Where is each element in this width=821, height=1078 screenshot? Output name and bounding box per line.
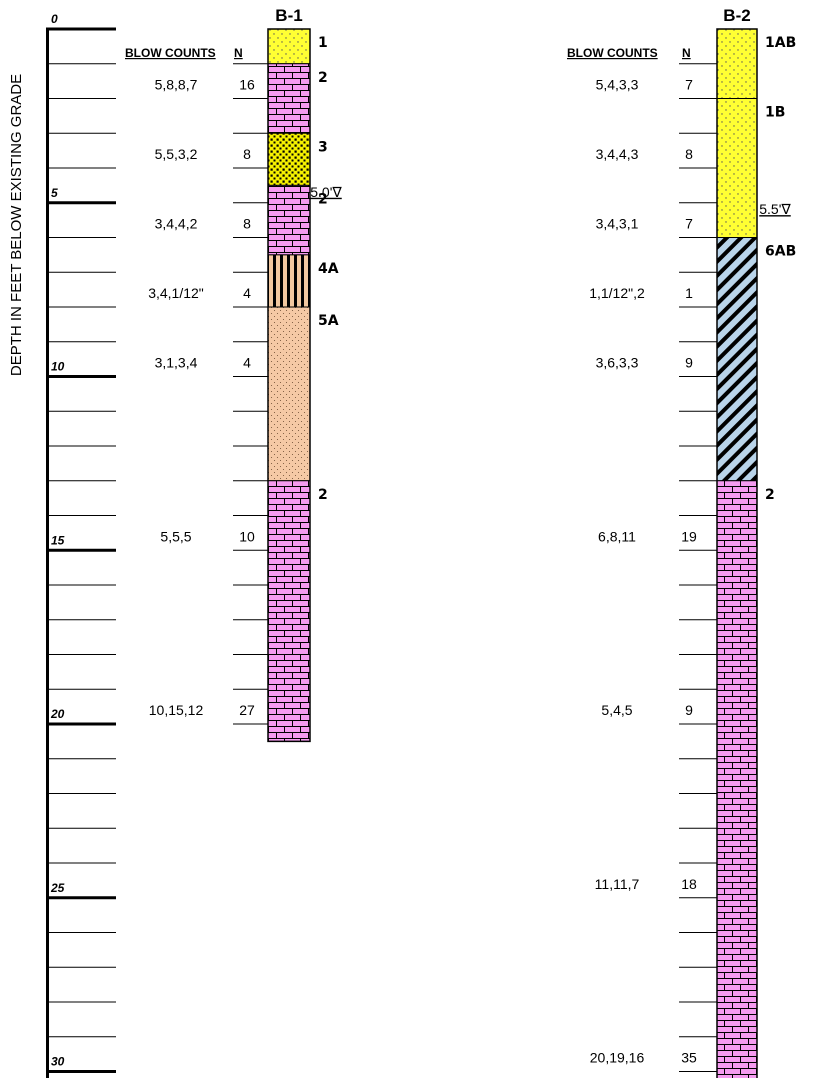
soil-layer-2 [267,480,311,742]
n-value: 4 [243,355,251,371]
n-value: 19 [681,528,697,544]
blow-counts-header-b2: BLOW COUNTS [567,46,658,60]
layer-label: 1AB [765,35,796,51]
n-value: 16 [239,77,255,93]
soil-layer-5a [267,306,311,482]
depth-label: 15 [51,533,65,547]
layer-label: 2 [318,70,328,86]
blow-count-value: 3,4,3,1 [596,216,639,232]
soil-layer-2 [716,480,758,1078]
soil-layer-2 [267,184,311,256]
n-value: 7 [685,216,693,232]
borehole-b2: B-2 1AB 1B 6AB 2 5,4,3,3 7 3,4,4,3 8 3,4,3,1 7 1,1/… [589,6,796,1078]
blow-count-value: 10,15,12 [149,702,204,718]
depth-label: 10 [51,360,65,374]
layer-label: 4A [318,261,339,277]
blow-count-value: 11,11,7 [595,876,640,892]
blow-count-value: 5,5,5 [160,528,191,544]
depth-label: 25 [50,881,65,895]
blow-count-value: 20,19,16 [590,1050,645,1066]
layer-label: 2 [765,487,775,503]
water-level-label: 5.5'∇ [759,201,791,217]
soil-layer-4a [267,254,311,308]
blow-counts-header: BLOW COUNTS [125,46,216,60]
blow-count-value: 5,8,8,7 [155,77,198,93]
n-value: 4 [243,285,251,301]
borehole-title: B-2 [723,6,750,25]
blow-count-value: 5,4,5 [601,702,632,718]
n-value: 9 [685,702,693,718]
n-value: 8 [243,146,251,162]
n-value: 27 [239,702,255,718]
layer-label: 6AB [765,244,796,260]
blow-count-value: 5,5,3,2 [155,146,198,162]
layer-label: 2 [318,191,328,207]
layer-label: 5A [318,313,339,329]
blow-count-value: 3,1,3,4 [155,355,198,371]
blow-count-value: 3,6,3,3 [596,355,639,371]
n-value: 18 [681,876,697,892]
borehole-column [716,28,758,1078]
depth-scale [46,27,116,1073]
n-value: 7 [685,77,693,93]
n-value: 10 [239,528,255,544]
n-value: 8 [243,216,251,232]
soil-layer-1 [267,28,311,65]
n-value: 8 [685,146,693,162]
n-value: 1 [685,285,693,301]
blow-count-value: 5,4,3,3 [596,77,639,93]
blow-count-value: 6,8,11 [598,528,636,544]
depth-label: 0 [51,12,58,26]
depth-label: 20 [50,707,65,721]
n-value: 9 [685,355,693,371]
depth-axis-title: DEPTH IN FEET BELOW EXISTING GRADE [8,74,25,376]
soil-layer-3 [267,132,311,186]
soil-layer-6ab [716,237,758,482]
blow-count-value: 3,4,4,3 [596,146,639,162]
blow-count-value: 1,1/12",2 [589,285,645,301]
soil-layer-1ab [716,28,758,99]
layer-label: 1B [765,105,785,121]
layer-label: 1 [318,35,328,51]
borehole-b1: B-1 1 2 3 2 4A 5A 2 5,8,8,7 16 5,5,3,2 8 3,4,4,2 8 3,4… [148,6,342,743]
borehole-column [267,28,311,743]
layer-label: 3 [318,139,328,155]
n-value: 35 [681,1050,697,1066]
soil-layer-2 [267,63,311,134]
depth-label: 30 [51,1055,65,1069]
depth-labels: 0 5 10 15 20 25 30 [50,12,65,1069]
blow-count-value: 3,4,1/12" [148,285,204,301]
layer-label: 2 [318,487,328,503]
blow-count-value: 3,4,4,2 [155,216,198,232]
borehole-title: B-1 [275,6,302,25]
n-header: N [234,46,243,60]
soil-layer-1b [716,98,758,238]
depth-label: 5 [51,186,58,200]
water-level-label: 5.0'∇ [310,184,342,200]
n-header-b2: N [682,46,691,60]
